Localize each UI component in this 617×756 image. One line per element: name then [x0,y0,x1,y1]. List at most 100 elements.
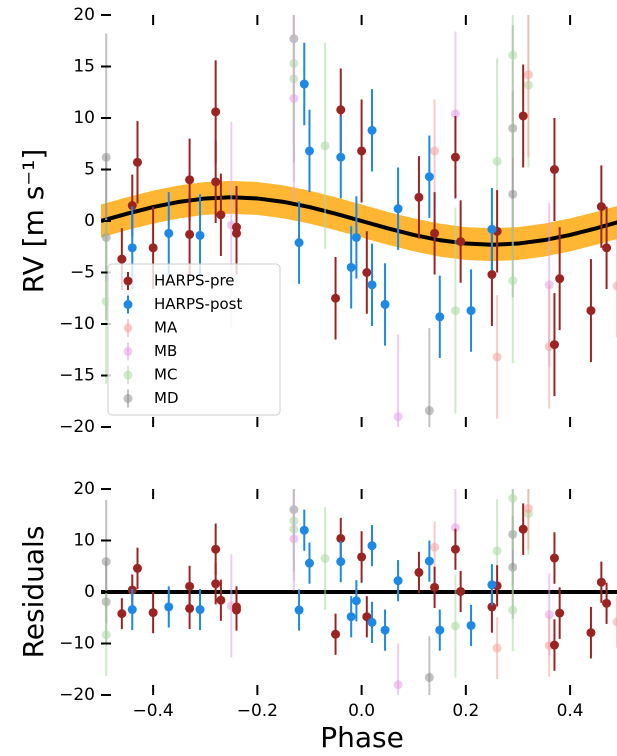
data-point [466,306,476,316]
data-point [211,177,221,187]
data-point [393,576,403,586]
x-tick-label: −0.4 [132,701,173,721]
data-point [435,625,445,635]
data-point [508,189,518,199]
data-point [117,609,127,619]
data-point [216,595,226,605]
y-tick-label: 20 [73,5,95,25]
data-point [430,146,440,156]
data-point [430,228,440,238]
data-point [487,224,497,234]
data-point [127,605,137,615]
data-point [555,274,565,284]
data-point [414,192,424,202]
data-point [596,202,606,212]
data-point [508,562,518,572]
y-tick-label: −20 [59,685,95,705]
data-point [357,552,367,562]
data-point [450,544,460,554]
data-point [555,608,565,618]
y-tick-label: −5 [70,263,95,283]
data-point [450,109,460,119]
data-point [148,608,158,618]
data-point [549,640,559,650]
data-point [424,556,434,566]
legend-label: MB [154,342,177,360]
data-point [380,625,390,635]
data-point [487,602,497,612]
data-point [346,612,356,622]
legend-swatch [123,370,133,380]
y-tick-label: −10 [59,314,95,334]
legend-swatch [123,300,133,309]
data-point [362,612,372,622]
data-point [336,557,346,567]
data-point [518,524,528,534]
data-point [336,533,346,543]
data-point [549,340,559,350]
plot-area [101,489,617,695]
data-point [299,525,309,535]
data-point [351,596,361,606]
legend: HARPS-pre HARPS-post MA MB MC MD [107,263,281,416]
data-point [466,620,476,630]
data-point [185,229,195,239]
y-axis-label: Residuals [17,526,50,659]
data-point [346,262,356,272]
data-point [351,232,361,242]
data-point [367,617,377,627]
data-point [299,79,309,89]
data-point [127,243,137,253]
data-point [596,577,606,587]
data-point [211,579,221,589]
data-point [424,672,434,682]
data-point [393,680,403,690]
data-point [320,554,330,564]
data-point [367,541,377,551]
data-point [117,254,127,264]
data-point [430,542,440,552]
data-point [508,493,518,503]
y-tick-label: −20 [59,417,95,437]
data-point [430,582,440,592]
data-point [380,299,390,309]
data-point [586,306,596,316]
data-point [304,146,314,156]
y-tick-label: 0 [84,582,95,602]
data-point [612,617,617,627]
y-tick-label: 0 [84,211,95,231]
data-point [320,141,330,151]
legend-label: HARPS-post [154,295,242,313]
data-point [132,563,142,573]
data-point [185,581,195,591]
data-point [216,210,226,220]
data-point [294,605,304,615]
data-point [456,586,466,596]
data-point [487,270,497,280]
data-point [211,107,221,117]
data-point [492,546,502,556]
data-point [523,504,533,514]
data-point [294,238,304,248]
data-point [101,630,111,640]
data-point [331,629,341,639]
data-point [492,156,502,166]
data-point [289,93,299,103]
x-axis-label: Phase [320,721,404,754]
legend-swatch [123,347,133,356]
data-point [232,602,242,612]
legend-label: HARPS-pre [154,272,235,290]
data-point [367,280,377,290]
data-point [132,157,142,167]
data-point [393,412,403,422]
x-tick-label: 0.2 [452,701,479,721]
data-point [195,605,205,615]
x-tick-label: 0.4 [557,701,584,721]
data-point [424,172,434,182]
x-tick-label: 0.0 [348,701,375,721]
data-point [523,70,533,80]
data-point [492,352,502,362]
y-tick-label: 15 [73,57,95,77]
data-point [602,598,612,608]
